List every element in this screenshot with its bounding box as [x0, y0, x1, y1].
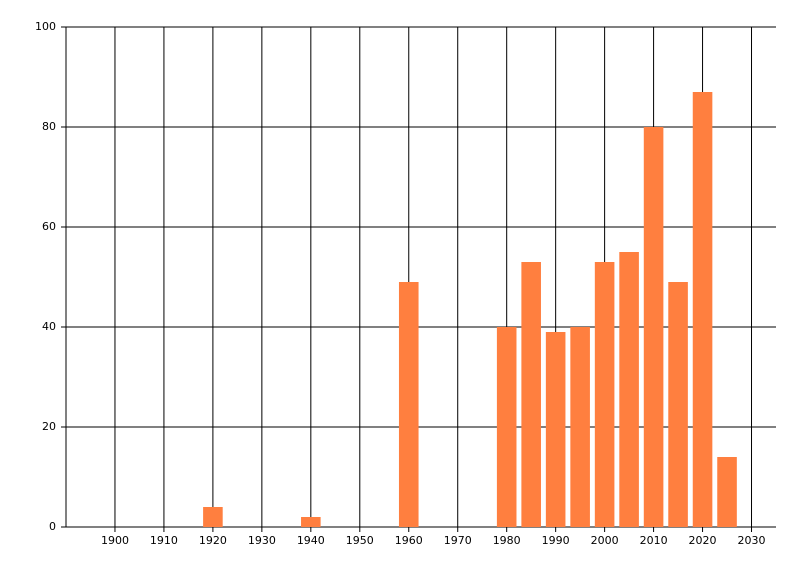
y-tick-label: 20: [42, 420, 56, 433]
bar: [545, 332, 566, 527]
x-tick-label: 1900: [101, 534, 129, 547]
x-tick-label: 1910: [150, 534, 178, 547]
x-tick-label: 1980: [493, 534, 521, 547]
x-tick-label: 1960: [395, 534, 423, 547]
bar: [301, 517, 321, 527]
bar: [203, 507, 223, 527]
bar: [570, 327, 590, 527]
y-tick-label: 40: [42, 320, 56, 333]
bar: [594, 262, 615, 527]
bar: [692, 92, 713, 527]
x-tick-label: 1930: [248, 534, 276, 547]
y-tick-label: 60: [42, 220, 56, 233]
bar: [668, 282, 688, 527]
x-tick-label: 1950: [346, 534, 374, 547]
bar: [619, 252, 639, 527]
x-tick-label: 2000: [591, 534, 619, 547]
bar: [398, 282, 419, 527]
x-tick-label: 2030: [738, 534, 766, 547]
bar: [717, 457, 737, 527]
bar: [643, 127, 664, 527]
x-tick-label: 2010: [640, 534, 668, 547]
x-tick-label: 1940: [297, 534, 325, 547]
x-tick-label: 1970: [444, 534, 472, 547]
x-tick-label: 1990: [542, 534, 570, 547]
y-tick-label: 100: [35, 20, 56, 33]
bar: [496, 327, 517, 527]
y-tick-label: 0: [49, 520, 56, 533]
y-tick-label: 80: [42, 120, 56, 133]
x-tick-label: 2020: [689, 534, 717, 547]
bar: [521, 262, 541, 527]
x-tick-label: 1920: [199, 534, 227, 547]
